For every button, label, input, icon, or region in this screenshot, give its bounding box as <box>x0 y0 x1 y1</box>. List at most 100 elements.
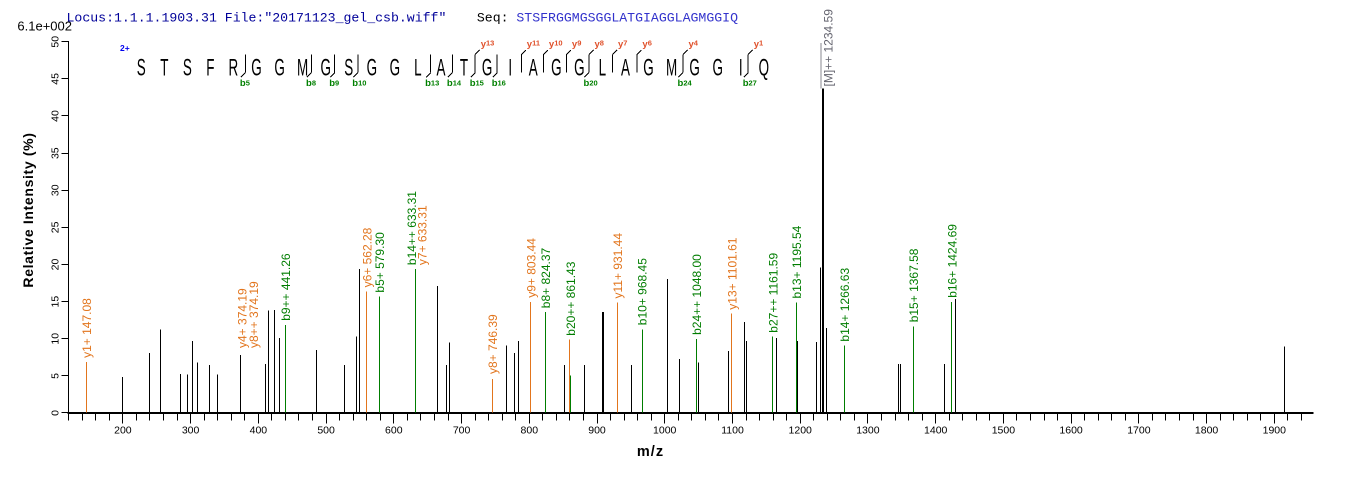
svg-text:A: A <box>529 54 538 81</box>
svg-text:G: G <box>390 54 400 81</box>
svg-text:y10: y10 <box>549 38 563 50</box>
svg-text:300: 300 <box>182 424 200 436</box>
svg-text:Locus:1.1.1.1903.31 File:"2017: Locus:1.1.1.1903.31 File:"20171123_gel_c… <box>67 11 447 26</box>
svg-text:1000: 1000 <box>653 424 677 436</box>
svg-text:STSFRGGMGSGGLATGIAGGLAGMGGIQ: STSFRGGMGSGGLATGIAGGLAGMGGIQ <box>516 11 738 26</box>
svg-text:y13+ 1101.61: y13+ 1101.61 <box>726 237 740 310</box>
svg-text:b20: b20 <box>584 78 598 89</box>
svg-text:400: 400 <box>250 424 268 436</box>
svg-text:35: 35 <box>50 147 62 159</box>
svg-text:y4: y4 <box>689 38 699 50</box>
svg-text:b9++ 441.26: b9++ 441.26 <box>279 253 293 321</box>
svg-text:y11: y11 <box>527 38 540 50</box>
svg-text:y1+ 147.08: y1+ 147.08 <box>80 298 94 358</box>
svg-text:b16+ 1424.69: b16+ 1424.69 <box>945 224 959 298</box>
svg-text:Relative Intensity (%): Relative Intensity (%) <box>20 132 36 287</box>
svg-text:0: 0 <box>50 410 62 416</box>
svg-text:1500: 1500 <box>992 424 1016 436</box>
svg-text:b10: b10 <box>352 78 366 89</box>
svg-text:A: A <box>621 54 630 81</box>
svg-text:G: G <box>574 54 584 81</box>
svg-text:b5+ 579.30: b5+ 579.30 <box>373 232 387 293</box>
svg-text:600: 600 <box>385 424 403 436</box>
svg-text:T: T <box>460 54 468 81</box>
svg-text:5: 5 <box>50 373 62 379</box>
svg-text:y4+ 374.19: y4+ 374.19 <box>235 288 249 348</box>
svg-text:200: 200 <box>114 424 132 436</box>
svg-text:b10+ 968.45: b10+ 968.45 <box>636 258 650 325</box>
svg-text:L: L <box>599 54 607 81</box>
svg-text:F: F <box>206 54 214 81</box>
svg-text:b13+ 1195.54: b13+ 1195.54 <box>790 225 804 298</box>
svg-text:m/z: m/z <box>637 444 664 460</box>
svg-text:b8+ 824.37: b8+ 824.37 <box>539 247 553 308</box>
svg-text:1800: 1800 <box>1195 424 1219 436</box>
svg-text:6.1e+002: 6.1e+002 <box>17 19 72 34</box>
svg-text:G: G <box>482 54 492 81</box>
svg-text:b14+ 1266.63: b14+ 1266.63 <box>838 268 852 342</box>
svg-text:L: L <box>414 54 422 81</box>
svg-text:b5: b5 <box>240 78 250 89</box>
svg-text:1200: 1200 <box>789 424 813 436</box>
svg-text:S: S <box>344 54 353 81</box>
svg-text:1700: 1700 <box>1127 424 1151 436</box>
svg-text:1600: 1600 <box>1059 424 1083 436</box>
svg-text:M: M <box>666 54 677 81</box>
svg-text:y8+ 746.39: y8+ 746.39 <box>486 314 500 374</box>
svg-text:y1: y1 <box>754 38 763 50</box>
svg-text:y6: y6 <box>642 38 651 50</box>
svg-text:y7+ 633.31: y7+ 633.31 <box>416 205 430 265</box>
svg-text:b16: b16 <box>492 78 506 89</box>
svg-text:b8: b8 <box>306 78 316 89</box>
svg-text:y8++ 374.19: y8++ 374.19 <box>247 281 261 348</box>
svg-text:1900: 1900 <box>1263 424 1287 436</box>
svg-text:S: S <box>183 54 192 81</box>
svg-text:b24++ 1048.00: b24++ 1048.00 <box>690 254 704 335</box>
svg-text:G: G <box>689 54 699 81</box>
svg-text:b15: b15 <box>470 78 484 89</box>
svg-text:S: S <box>137 54 146 81</box>
svg-text:y9: y9 <box>572 38 581 50</box>
svg-text:b14: b14 <box>447 78 462 89</box>
svg-text:900: 900 <box>588 424 606 436</box>
svg-text:G: G <box>712 54 722 81</box>
svg-text:1400: 1400 <box>924 424 948 436</box>
svg-text:b20++ 861.43: b20++ 861.43 <box>564 261 578 335</box>
svg-text:20: 20 <box>50 259 62 271</box>
svg-text:y6+ 562.28: y6+ 562.28 <box>361 227 375 287</box>
svg-text:G: G <box>643 54 653 81</box>
svg-text:y8: y8 <box>595 38 604 50</box>
svg-text:G: G <box>320 54 330 81</box>
svg-text:1100: 1100 <box>721 424 744 436</box>
svg-text:y13: y13 <box>481 38 495 50</box>
svg-text:10: 10 <box>50 333 62 345</box>
svg-text:45: 45 <box>50 73 62 85</box>
svg-text:25: 25 <box>50 221 62 233</box>
svg-text:G: G <box>251 54 261 81</box>
svg-text:b27++ 1161.59: b27++ 1161.59 <box>767 253 781 333</box>
svg-text:T: T <box>160 54 168 81</box>
svg-text:y7: y7 <box>618 38 627 50</box>
svg-text:2+: 2+ <box>120 43 130 53</box>
svg-text:b9: b9 <box>329 78 339 89</box>
svg-text:[M]++ 1234.59: [M]++ 1234.59 <box>821 9 835 87</box>
svg-text:1300: 1300 <box>856 424 880 436</box>
svg-text:R: R <box>229 54 239 81</box>
svg-text:b14++ 633.31: b14++ 633.31 <box>405 191 419 265</box>
svg-text:800: 800 <box>521 424 539 436</box>
svg-text:Q: Q <box>759 54 769 81</box>
svg-text:G: G <box>551 54 561 81</box>
svg-text:y9+ 803.44: y9+ 803.44 <box>525 238 539 298</box>
svg-text:b13: b13 <box>425 78 439 89</box>
svg-text:30: 30 <box>50 184 62 196</box>
svg-text:M: M <box>297 54 308 81</box>
svg-text:y11+ 931.44: y11+ 931.44 <box>611 233 625 299</box>
svg-text:Seq:: Seq: <box>477 11 509 26</box>
svg-text:b27: b27 <box>743 78 757 89</box>
svg-text:G: G <box>274 54 284 81</box>
svg-text:I: I <box>508 54 512 81</box>
svg-text:700: 700 <box>453 424 471 436</box>
svg-text:40: 40 <box>50 110 62 122</box>
svg-text:I: I <box>739 54 743 81</box>
svg-text:50: 50 <box>50 36 62 48</box>
